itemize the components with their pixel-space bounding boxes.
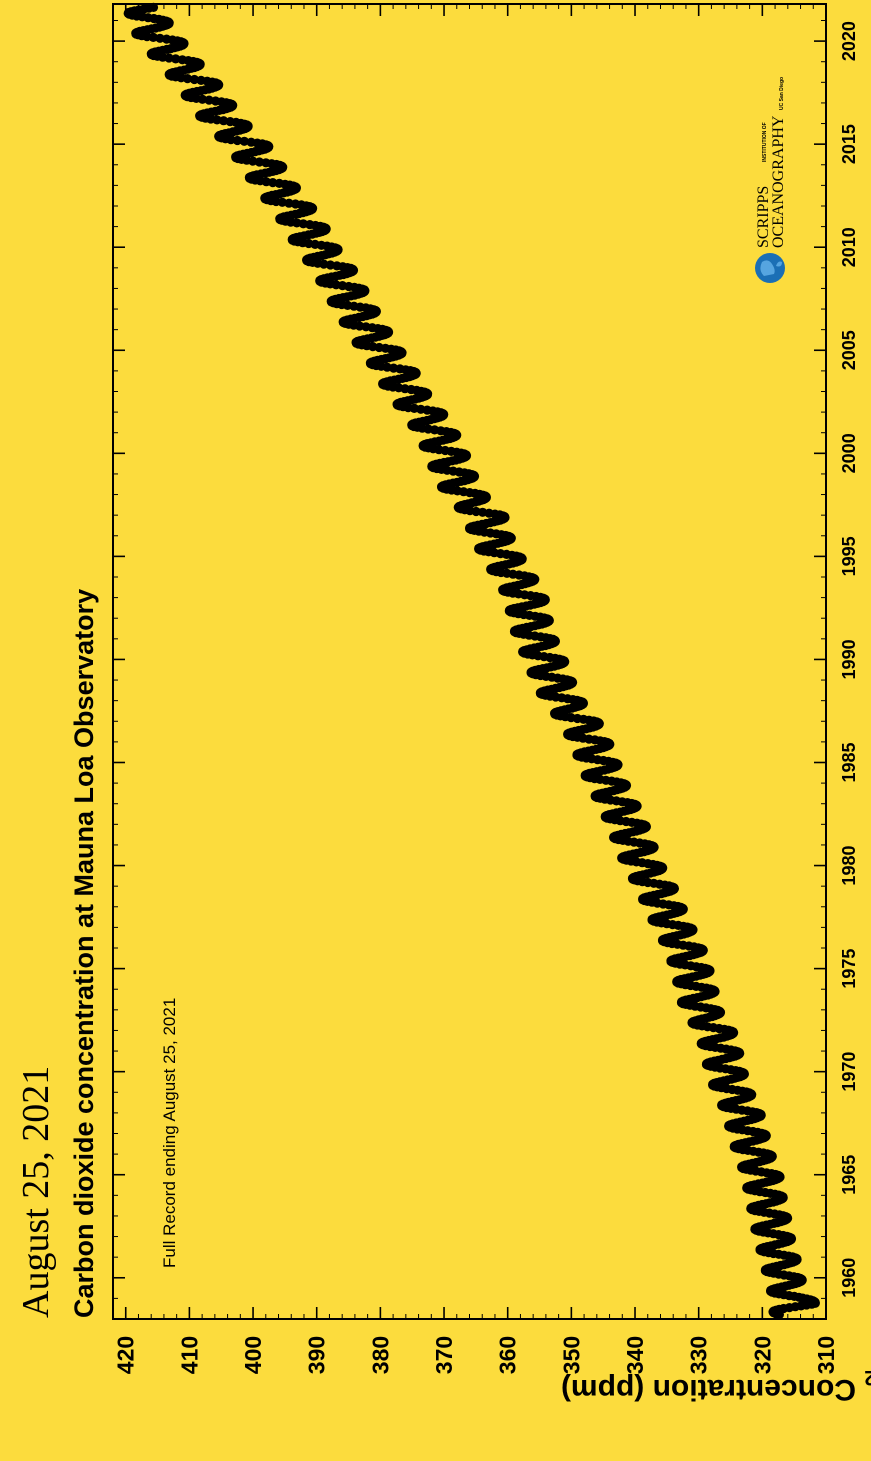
data-point	[246, 137, 256, 147]
plot-frame	[112, 3, 827, 1320]
data-point	[204, 95, 214, 105]
globe-landmass	[760, 260, 782, 276]
logo-scripps: SCRIPPS	[755, 186, 772, 248]
year-tick-label: 2005	[839, 330, 859, 370]
scripps-logo: SCRIPPS INSTITUTION OF OCEANOGRAPHY UC S…	[755, 77, 787, 283]
year-tick-label: 1990	[839, 639, 859, 679]
data-point	[196, 75, 206, 85]
year-tick-label: 1960	[839, 1258, 859, 1298]
ppm-tick-label: 350	[558, 1336, 584, 1374]
series-line	[127, 6, 817, 1316]
ppm-tick-label: 360	[495, 1336, 521, 1374]
data-points	[123, 2, 820, 1320]
ppm-tick-label: 310	[813, 1336, 839, 1374]
ppm-tick-label: 320	[749, 1336, 775, 1374]
ppm-tick-label: 410	[176, 1336, 202, 1374]
year-tick-label: 2000	[839, 433, 859, 473]
ppm-tick-label: 330	[686, 1336, 712, 1374]
year-tick-label: 1965	[839, 1155, 859, 1195]
data-point	[171, 54, 181, 64]
data-point	[189, 74, 199, 85]
year-tick-label: 2020	[839, 21, 859, 61]
axis-ticks	[112, 4, 827, 1320]
year-tick-label: 1975	[839, 949, 859, 989]
ppm-tick-label: 340	[622, 1336, 648, 1374]
chart-title: Carbon dioxide concentration at Mauna Lo…	[69, 589, 99, 1318]
logo-uc-san-diego: UC San Diego	[779, 77, 785, 110]
data-point	[239, 136, 249, 146]
data-point	[177, 55, 187, 65]
y-axis-label: CO2 Concentration (ppm)	[561, 1366, 871, 1406]
chart-subtitle: Full Record ending August 25, 2021	[160, 998, 179, 1268]
ppm-tick-label: 400	[240, 1336, 266, 1374]
ppm-tick-label: 390	[304, 1336, 330, 1374]
year-tick-label: 2015	[839, 124, 859, 164]
data-point	[155, 33, 165, 43]
data-point	[284, 198, 294, 208]
year-tick-label: 1970	[839, 1052, 859, 1092]
ppm-tick-label: 370	[431, 1336, 457, 1374]
year-tick-label: 2010	[839, 227, 859, 267]
ppm-tick-label: 380	[367, 1336, 393, 1374]
concentration-tick-labels: 420 410 400 390 380 370 360 350 340 330 320 310	[113, 1336, 839, 1374]
data-point	[148, 2, 159, 12]
date-heading: August 25, 2021	[15, 1066, 57, 1318]
logo-oceanography: OCEANOGRAPHY	[770, 115, 787, 248]
year-tick-labels: 1960 1965 1970 1975 1980 1985 1990 1995 2000 2005…	[839, 21, 859, 1298]
year-tick-label: 1995	[839, 536, 859, 576]
logo-institution-of: INSTITUTION OF	[762, 122, 768, 162]
year-tick-label: 1980	[839, 846, 859, 886]
ppm-tick-label: 420	[113, 1336, 139, 1374]
year-tick-label: 1985	[839, 742, 859, 782]
